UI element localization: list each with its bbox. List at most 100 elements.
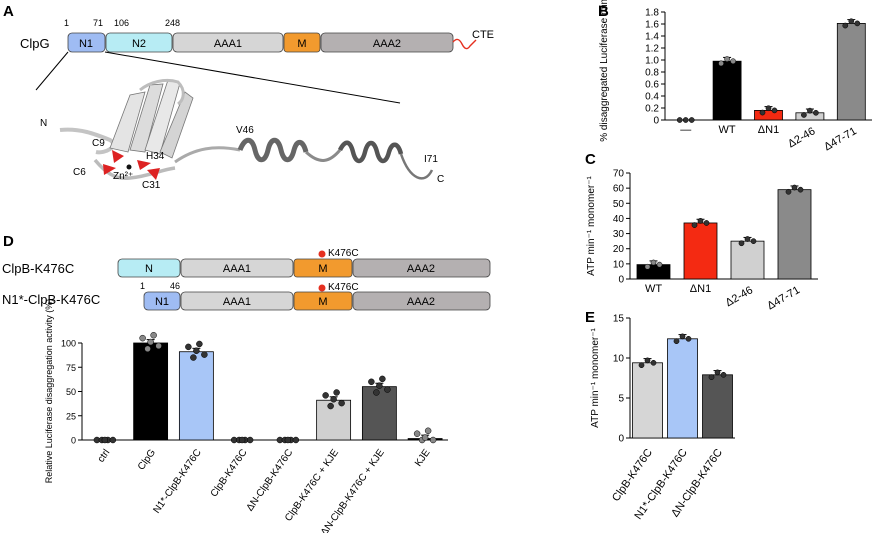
data-point — [384, 386, 391, 393]
y-tick-label: 60 — [613, 184, 625, 195]
domain-label: N1 — [155, 296, 169, 308]
linker — [174, 146, 241, 164]
panel-letter-c: C — [585, 151, 596, 168]
y-tick-label: 0 — [71, 436, 76, 446]
data-point — [854, 20, 861, 27]
data-point — [724, 56, 730, 62]
y-tick-label: 70 — [613, 169, 625, 180]
cte-label: CTE — [472, 29, 494, 41]
c-terminus-loop — [399, 153, 434, 180]
data-point — [330, 396, 337, 403]
structure-label: I71 — [424, 154, 438, 165]
data-point — [682, 117, 689, 123]
beta-strand — [129, 83, 164, 153]
data-point — [644, 263, 651, 270]
y-tick-label: 0 — [618, 434, 624, 445]
domain-aaa1 — [172, 32, 284, 53]
data-point — [429, 436, 437, 444]
bar — [667, 338, 698, 439]
clpg-domain-map: N1 N2 AAA1 M AAA2 CTE — [35, 29, 494, 104]
data-point — [771, 107, 778, 114]
data-point — [150, 331, 157, 339]
data-point — [155, 342, 162, 350]
data-point — [376, 382, 383, 389]
y-tick-label: 50 — [66, 387, 76, 397]
cysteine-c6 — [103, 164, 116, 175]
data-point — [201, 351, 208, 358]
y-tick-label: 40 — [613, 214, 625, 225]
data-point — [327, 402, 334, 410]
data-point — [139, 334, 146, 342]
x-tick-label: ClpB-K476C — [209, 447, 250, 499]
y-tick-label: 50 — [613, 199, 625, 210]
data-point — [708, 374, 715, 381]
domain-aaa2 — [352, 291, 491, 311]
domain-label: N1 — [79, 38, 93, 50]
data-point — [691, 222, 698, 228]
y-tick-label: 10 — [613, 259, 625, 270]
y-tick-label: 15 — [613, 314, 625, 325]
zoom-line-right — [104, 51, 401, 104]
y-tick-label: 25 — [66, 411, 76, 421]
domain-label: N2 — [132, 38, 146, 50]
data-point — [413, 430, 421, 437]
structure-label: C — [437, 174, 444, 185]
y-tick-label: 30 — [613, 229, 625, 240]
data-point — [673, 338, 680, 345]
data-point — [644, 357, 651, 364]
construct-clpb-k476c: ClpB-K476C N AAA1 M AAA2 K476C — [2, 248, 491, 278]
y-tick-label: 1.8 — [645, 8, 659, 19]
data-point — [368, 378, 375, 386]
beta-strand — [109, 91, 146, 153]
data-point — [193, 347, 200, 355]
data-point — [730, 58, 736, 65]
position-label: 71 — [93, 18, 103, 28]
chart-c: 0 10 20 30 40 50 60 70 ATP min⁻¹ monomer⁻¹ WT ΔN1 Δ… — [586, 169, 818, 312]
bar — [777, 189, 812, 280]
data-point — [196, 340, 203, 348]
data-point — [714, 369, 721, 376]
data-point — [797, 186, 804, 193]
y-tick-label: 1.0 — [645, 56, 659, 67]
panel-letter-a: A — [3, 3, 14, 20]
structure-label: Zn²⁺ — [113, 171, 133, 182]
domain-label: M — [318, 296, 327, 308]
data-point — [765, 105, 772, 112]
domain-aaa2 — [320, 32, 454, 53]
data-point — [292, 436, 300, 444]
domain-aaa2 — [352, 258, 491, 278]
y-tick-label: 0.8 — [645, 68, 659, 79]
position-label: 248 — [165, 18, 180, 28]
structure-label: H34 — [146, 151, 165, 162]
data-point — [750, 238, 757, 244]
construct-name: ClpB-K476C — [2, 261, 74, 276]
data-point — [147, 338, 154, 346]
data-point — [424, 427, 432, 435]
data-point — [185, 343, 192, 351]
domain-aaa1 — [180, 258, 294, 278]
x-tick-label: Δ2-46 — [786, 125, 817, 150]
data-point — [744, 236, 751, 242]
n1-structure: N C9 C6 Zn²⁺ H34 C31 V46 I71 C — [40, 78, 444, 191]
data-point — [842, 22, 849, 29]
y-tick-label: 10 — [613, 354, 625, 365]
panel-letter-b: B — [598, 3, 609, 20]
y-tick-label: 1.6 — [645, 20, 659, 31]
mutation-label: K476C — [328, 282, 359, 293]
cysteine-c9 — [112, 150, 124, 163]
data-point — [190, 354, 197, 361]
data-point — [801, 112, 807, 118]
domain-label: AAA2 — [373, 38, 401, 50]
structure-label: C31 — [142, 180, 161, 191]
x-tick-label: ctrl — [96, 447, 113, 464]
data-point — [284, 436, 292, 444]
y-tick-label: 20 — [613, 244, 625, 255]
data-point — [333, 389, 340, 396]
data-point — [322, 392, 329, 399]
data-point — [238, 436, 246, 444]
domain-label: N — [145, 263, 153, 275]
data-point — [718, 60, 724, 67]
y-tick-label: 1.4 — [645, 32, 659, 43]
y-axis-label: ATP min⁻¹ monomer⁻¹ — [586, 176, 597, 276]
construct-n1-clpb-k476c: N1*-ClpB-K476C 1 46 N1 AAA1 M AAA2 K476C — [2, 281, 491, 311]
